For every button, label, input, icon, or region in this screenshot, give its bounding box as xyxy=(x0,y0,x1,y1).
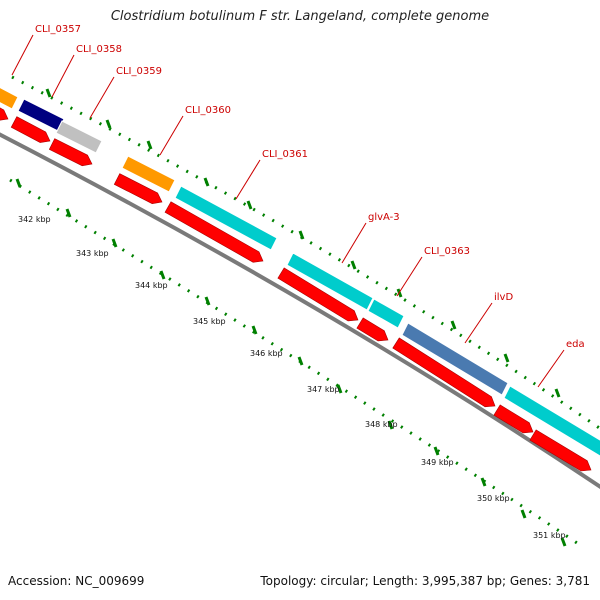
major-tick xyxy=(45,88,52,98)
major-tick xyxy=(450,320,457,330)
cds-arrow xyxy=(277,267,359,322)
gene-feature-box xyxy=(0,87,19,110)
gene-label: CLI_0361 xyxy=(262,149,308,160)
cds-arrow xyxy=(164,201,264,263)
cds-arrow xyxy=(392,337,496,408)
major-tick xyxy=(554,388,561,398)
minor-tick xyxy=(15,178,22,188)
cds-arrow xyxy=(0,107,9,121)
minor-tick xyxy=(433,446,440,456)
minor-tick xyxy=(387,420,394,430)
cds-arrow xyxy=(356,317,389,342)
scale-labels: 342 kbp 343 kbp 344 kbp 345 kbp 346 kbp 347 k… xyxy=(18,215,566,540)
minor-tick xyxy=(480,477,487,487)
gene-label: CLI_0357 xyxy=(35,24,81,35)
scale-label: 347 kbp xyxy=(307,385,340,394)
minor-tick xyxy=(159,270,166,280)
gene-leader-line xyxy=(341,222,367,264)
minor-tick xyxy=(65,208,72,218)
scale-label: 351 kbp xyxy=(533,531,566,540)
minor-tick xyxy=(251,325,258,335)
gene-leader-line xyxy=(89,76,115,119)
gene-label: CLI_0359 xyxy=(116,66,162,77)
scale-label: 342 kbp xyxy=(18,215,51,224)
gene-feature-box xyxy=(367,298,405,329)
cds-arrow xyxy=(10,116,51,143)
gene-label: glvA-3 xyxy=(368,212,400,223)
gene-leader-line xyxy=(537,349,565,388)
gene-leader-line xyxy=(235,159,261,200)
major-tick xyxy=(350,260,357,270)
accession-text: Accession: NC_009699 xyxy=(8,574,145,588)
scale-label: 345 kbp xyxy=(193,317,226,326)
scale-label: 346 kbp xyxy=(250,349,283,358)
gene-label: CLI_0358 xyxy=(76,44,122,55)
cds-arrow xyxy=(113,173,163,205)
topology-text: Topology: circular; Length: 3,995,387 bp… xyxy=(260,574,590,588)
cds-arrow xyxy=(493,404,534,434)
gene-leader-line xyxy=(464,302,493,344)
gene-leader-line xyxy=(11,34,34,76)
minor-tick xyxy=(336,384,343,394)
minor-tick xyxy=(111,238,118,248)
gene-label: ilvD xyxy=(494,292,513,303)
minor-tick xyxy=(560,537,567,547)
minor-tick xyxy=(204,296,211,306)
gene-label: CLI_0363 xyxy=(424,246,470,257)
inner-major-ticks xyxy=(15,178,567,547)
map-title: Clostridium botulinum F str. Langeland, … xyxy=(110,9,490,24)
scale-label: 350 kbp xyxy=(477,494,510,503)
gene-leader-line xyxy=(159,115,184,156)
gene-labels: CLI_0357 CLI_0358 CLI_0359 CLI_0360 CLI_0361… xyxy=(11,24,585,388)
gene-label: eda xyxy=(566,339,585,350)
gene-feature-box xyxy=(503,385,600,457)
cds-track xyxy=(0,107,592,472)
gene-feature-box xyxy=(174,185,278,251)
scale-label: 344 kbp xyxy=(135,281,168,290)
major-tick xyxy=(246,200,253,210)
cds-arrow xyxy=(529,429,592,472)
gene-feature-track xyxy=(0,87,600,457)
scale-label: 343 kbp xyxy=(76,249,109,258)
scale-label: 349 kbp xyxy=(421,458,454,467)
major-tick xyxy=(146,140,153,150)
gene-label: CLI_0360 xyxy=(185,105,231,116)
gene-feature-box xyxy=(55,120,103,154)
major-tick xyxy=(203,177,210,187)
major-tick xyxy=(298,230,305,240)
gene-feature-box xyxy=(121,155,176,193)
cds-arrow xyxy=(48,138,93,167)
minor-tick xyxy=(297,356,304,366)
gene-leader-line xyxy=(396,256,423,297)
major-tick xyxy=(503,353,510,363)
gene-leader-line xyxy=(51,54,75,98)
gene-feature-box xyxy=(286,252,374,311)
scale-label: 348 kbp xyxy=(365,420,398,429)
major-tick xyxy=(105,119,112,129)
gene-feature-box xyxy=(401,322,509,396)
genome-backbone xyxy=(0,132,600,490)
minor-tick xyxy=(520,509,527,519)
outer-major-ticks xyxy=(45,88,561,398)
inner-tick-ring xyxy=(9,178,581,547)
